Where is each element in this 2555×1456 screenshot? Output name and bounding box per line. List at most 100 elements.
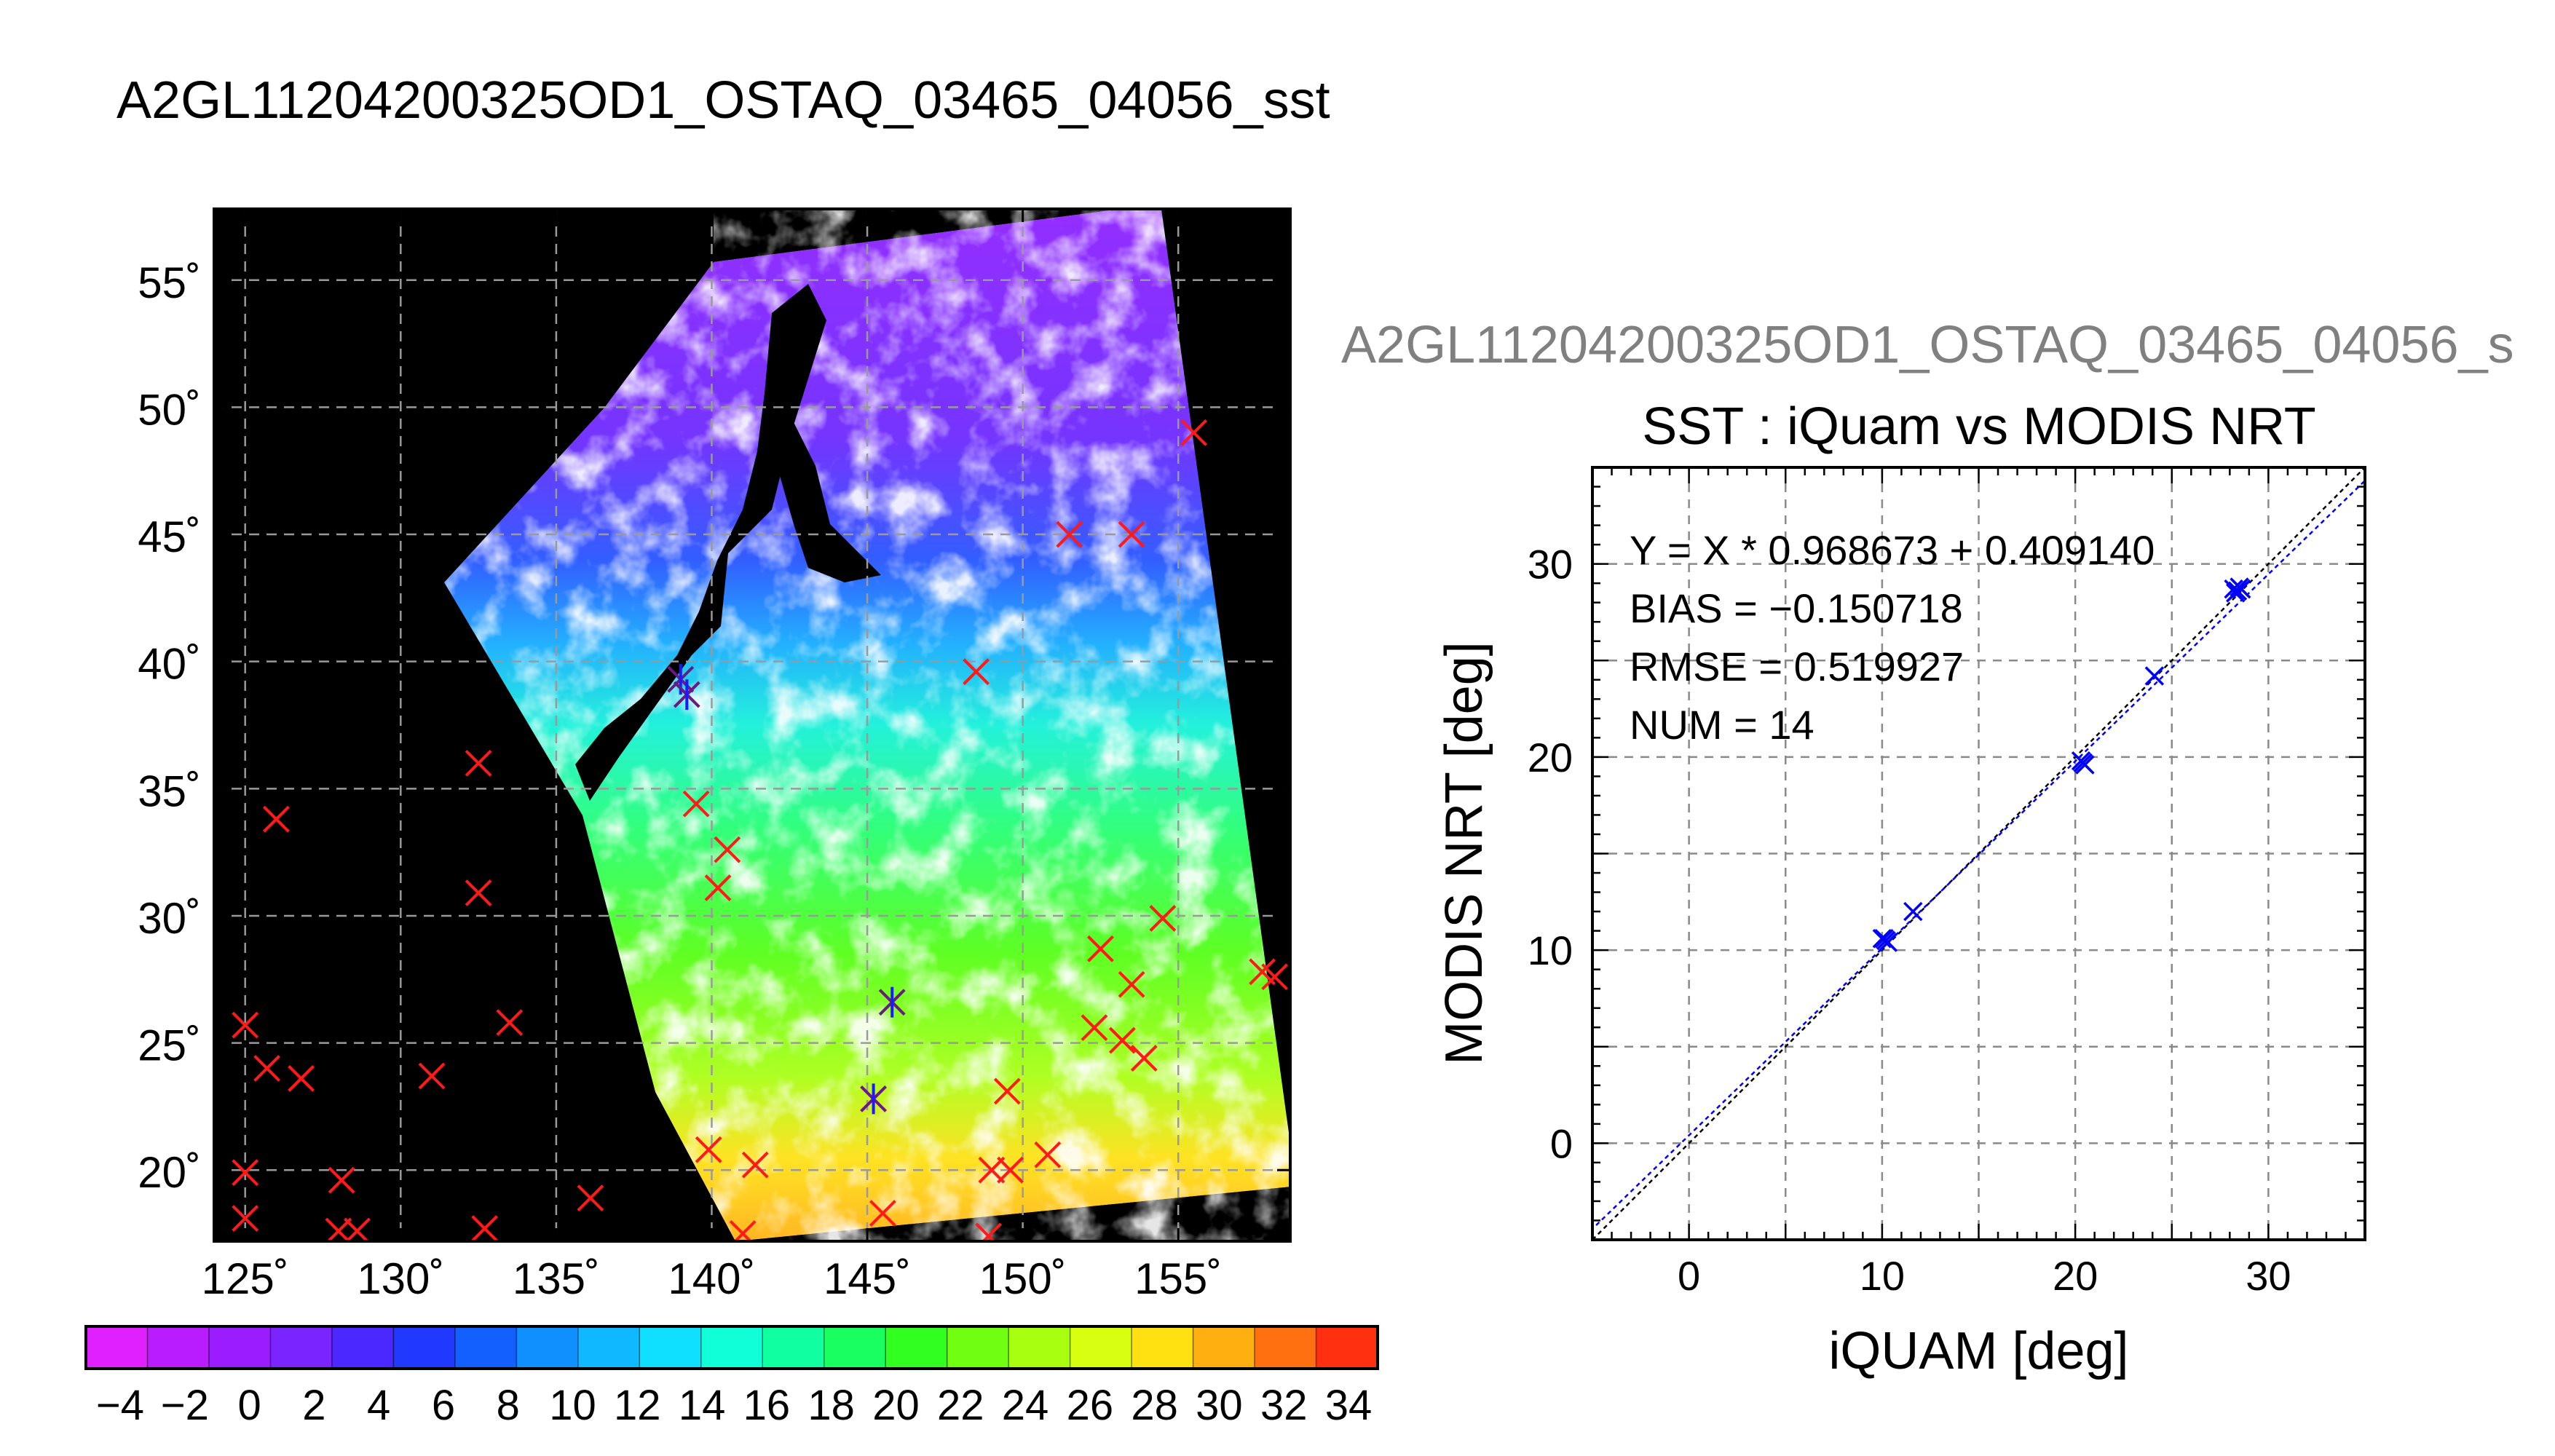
colorbar-label: 26 <box>1067 1382 1114 1429</box>
colorbar-label: 6 <box>432 1382 455 1429</box>
colorbar-swatch <box>639 1326 702 1369</box>
colorbar-swatch <box>762 1326 825 1369</box>
lat-tick-label: 25˚ <box>138 1021 201 1070</box>
x-axis-label: iQUAM [deg] <box>1828 1322 2128 1380</box>
colorbar-swatch <box>1070 1326 1132 1369</box>
colorbar-label: 34 <box>1325 1382 1373 1429</box>
colorbar-label: 10 <box>549 1382 596 1429</box>
data-point <box>2073 753 2093 773</box>
plot-frame <box>1591 466 2366 1241</box>
stats-line: NUM = 14 <box>1630 702 1814 748</box>
lon-tick-label: 145˚ <box>824 1254 911 1303</box>
data-point <box>1872 928 1892 949</box>
observation-marker <box>993 1077 1021 1105</box>
colorbar-label: 32 <box>1260 1382 1308 1429</box>
colorbar-swatch <box>1255 1326 1317 1369</box>
observation-marker <box>714 836 741 863</box>
colorbar-swatch <box>270 1326 333 1369</box>
colorbar-label: 22 <box>937 1382 984 1429</box>
y-tick-label: 10 <box>1528 927 1573 973</box>
lon-tick-label: 130˚ <box>357 1254 444 1303</box>
observation-marker <box>1261 963 1289 991</box>
colorbar-label: 18 <box>807 1382 855 1429</box>
scatter-panel-title: A2GL11204200325OD1_OSTAQ_03465_04056_s <box>1341 316 2514 374</box>
sst-map <box>214 209 1290 1241</box>
stats-line: Y = X * 0.968673 + 0.409140 <box>1630 527 2155 573</box>
plot-lines <box>1592 467 2365 1240</box>
observation-marker <box>288 1065 315 1092</box>
observation-marker <box>232 1159 259 1187</box>
colorbar-swatch <box>393 1326 456 1369</box>
observation-marker <box>682 790 710 818</box>
observation-marker <box>704 874 732 901</box>
swath-mask-right <box>1161 209 1290 1143</box>
observation-marker <box>263 805 290 833</box>
observation-marker <box>232 1011 259 1039</box>
scatter-plot: Y = X * 0.968673 + 0.409140 BIAS = −0.150… <box>1435 466 2366 1380</box>
observation-marker <box>869 1200 896 1227</box>
colorbar-label: 8 <box>497 1382 520 1429</box>
land-japan <box>575 284 881 801</box>
colorbar-swatch <box>147 1326 210 1369</box>
data-point <box>2224 579 2243 599</box>
observation-marker <box>577 1184 604 1212</box>
x-tick-label: 20 <box>2053 1253 2098 1299</box>
matchup-marker <box>673 679 700 711</box>
colorbar-swatch <box>208 1326 271 1369</box>
colorbar-label: 20 <box>872 1382 920 1429</box>
lat-tick-label: 55˚ <box>138 258 201 307</box>
colorbar-swatch <box>1193 1326 1255 1369</box>
colorbar-label: 24 <box>1002 1382 1049 1429</box>
observation-marker <box>253 1055 281 1082</box>
colorbar-swatch <box>1132 1326 1194 1369</box>
lat-tick-label: 50˚ <box>138 385 201 434</box>
observation-marker <box>465 879 492 906</box>
observation-marker <box>963 658 990 686</box>
observation-marker <box>1108 1026 1136 1054</box>
colorbar-swatch <box>700 1326 763 1369</box>
colorbar-label: 14 <box>679 1382 726 1429</box>
sst-colorbar: −4 −2 0 2 4 6 8 10 12 14 16 18 20 22 24 26 28 30 32 34 <box>84 1325 1379 1429</box>
colorbar-swatch <box>1008 1326 1071 1369</box>
lon-tick-label: 140˚ <box>668 1254 755 1303</box>
stats-line: BIAS = −0.150718 <box>1630 585 1963 631</box>
data-point <box>2144 666 2165 686</box>
colorbar-label: 4 <box>367 1382 390 1429</box>
data-point <box>2226 583 2246 603</box>
observation-marker <box>1180 419 1207 446</box>
chart-title: SST : iQuam vs MODIS NRT <box>1642 397 2316 456</box>
observation-marker <box>471 1215 499 1241</box>
colorbar-frame <box>84 1325 1379 1370</box>
observation-marker <box>1081 1014 1108 1042</box>
regression-line <box>1592 479 2365 1230</box>
observation-marker <box>997 1156 1024 1184</box>
x-tick-label: 0 <box>1678 1253 1700 1299</box>
map-gridlines <box>214 209 1290 1241</box>
colorbar-label: 12 <box>614 1382 661 1429</box>
colorbar-swatch <box>885 1326 948 1369</box>
lat-tick-label: 45˚ <box>138 513 201 561</box>
colorbar-swatch <box>947 1326 1009 1369</box>
observation-marker <box>695 1136 722 1163</box>
colorbar-label: 16 <box>743 1382 791 1429</box>
matchup-marker <box>878 986 906 1018</box>
map-axis-labels: 55˚ 50˚ 45˚ 40˚ 35˚ 30˚ 25˚ 20˚ 125˚ 130˚ 135˚ 140˚… <box>138 209 1290 1303</box>
observation-marker <box>1056 521 1083 548</box>
map-frame <box>213 207 1292 1243</box>
observation-marker <box>232 1205 259 1232</box>
colorbar-swatch <box>824 1326 886 1369</box>
one-to-one-line <box>1592 467 2365 1240</box>
colorbar-label: 28 <box>1131 1382 1178 1429</box>
colorbar-swatch <box>331 1326 394 1369</box>
observation-marker <box>975 1222 1003 1241</box>
stats-line: RMSE = 0.519927 <box>1630 644 1964 689</box>
colorbar-swatch <box>454 1326 517 1369</box>
observation-marker <box>328 1166 355 1194</box>
main-title: A2GL11204200325OD1_OSTAQ_03465_04056_sst <box>117 71 1330 130</box>
data-point <box>1874 928 1894 949</box>
colorbar-label: 2 <box>302 1382 325 1429</box>
colorbar-label: 0 <box>237 1382 261 1429</box>
lat-tick-label: 40˚ <box>138 640 201 689</box>
lon-tick-label: 125˚ <box>202 1254 289 1303</box>
colorbar-label: 30 <box>1196 1382 1243 1429</box>
